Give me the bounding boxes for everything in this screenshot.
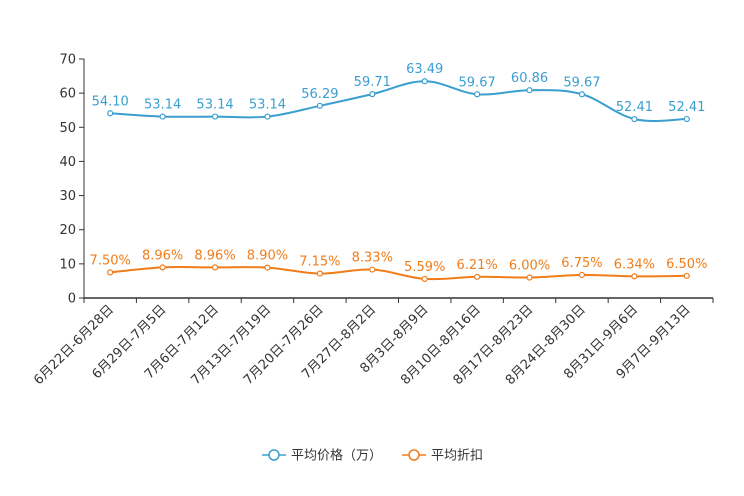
data-point[interactable] [474, 273, 481, 280]
legend-item-1[interactable]: 平均价格（万） [262, 448, 382, 464]
data-label: 53.14 [196, 98, 233, 113]
data-label: 6.21% [456, 258, 497, 273]
y-tick-label: 10 [59, 257, 76, 272]
data-point[interactable] [578, 271, 586, 279]
data-label: 54.10 [92, 94, 129, 109]
data-label: 56.29 [301, 87, 338, 102]
legend-label: 平均折扣 [431, 449, 483, 464]
data-label: 53.14 [144, 98, 181, 113]
y-tick-label: 50 [59, 121, 76, 136]
data-point[interactable] [211, 264, 219, 271]
series-line-2 [110, 266, 687, 281]
data-point[interactable] [474, 91, 481, 98]
data-label: 60.86 [511, 71, 548, 86]
data-point[interactable] [159, 113, 166, 120]
data-point[interactable] [107, 110, 114, 117]
series-line-1 [110, 80, 687, 122]
y-tick-label: 0 [68, 292, 76, 307]
data-point[interactable] [421, 78, 428, 85]
data-label: 8.33% [352, 251, 393, 266]
data-point[interactable] [683, 272, 690, 279]
data-label: 53.14 [249, 98, 286, 113]
data-point[interactable] [526, 87, 533, 94]
data-point[interactable] [578, 91, 586, 98]
data-label: 8.96% [142, 248, 183, 263]
data-label: 52.41 [616, 100, 653, 115]
data-point[interactable] [264, 113, 271, 120]
data-point[interactable] [316, 270, 323, 277]
data-label: 6.50% [666, 257, 707, 272]
data-point[interactable] [369, 91, 376, 98]
data-label: 7.50% [90, 253, 131, 268]
data-label: 8.96% [194, 248, 235, 263]
y-tick-label: 60 [59, 87, 76, 102]
data-point[interactable] [369, 266, 376, 273]
data-point[interactable] [683, 115, 690, 123]
data-label: 7.15% [299, 255, 340, 270]
data-label: 6.34% [614, 257, 655, 272]
data-label: 8.90% [247, 249, 288, 264]
data-point[interactable] [107, 269, 114, 276]
data-label: 63.49 [406, 62, 443, 77]
data-label: 5.59% [404, 260, 445, 275]
y-tick-label: 20 [59, 223, 76, 238]
y-tick-label: 40 [59, 155, 76, 170]
data-label: 59.67 [563, 75, 600, 90]
legend-marker [408, 449, 420, 461]
data-point[interactable] [159, 264, 166, 271]
y-tick-label: 30 [59, 189, 76, 204]
data-point[interactable] [264, 264, 271, 271]
data-point[interactable] [211, 113, 219, 120]
legend-label: 平均价格（万） [291, 448, 382, 464]
legend-marker [268, 449, 280, 461]
data-point[interactable] [526, 274, 533, 281]
data-label: 6.75% [561, 256, 602, 271]
data-label: 59.71 [354, 75, 391, 90]
data-point[interactable] [631, 273, 638, 280]
data-label: 52.41 [668, 100, 705, 115]
data-point[interactable] [631, 115, 638, 123]
y-tick-label: 70 [59, 53, 76, 68]
data-point[interactable] [316, 102, 323, 109]
data-label: 6.00% [509, 259, 550, 274]
data-point[interactable] [421, 275, 428, 283]
legend-item-2[interactable]: 平均折扣 [402, 449, 483, 464]
data-label: 59.67 [459, 75, 496, 90]
